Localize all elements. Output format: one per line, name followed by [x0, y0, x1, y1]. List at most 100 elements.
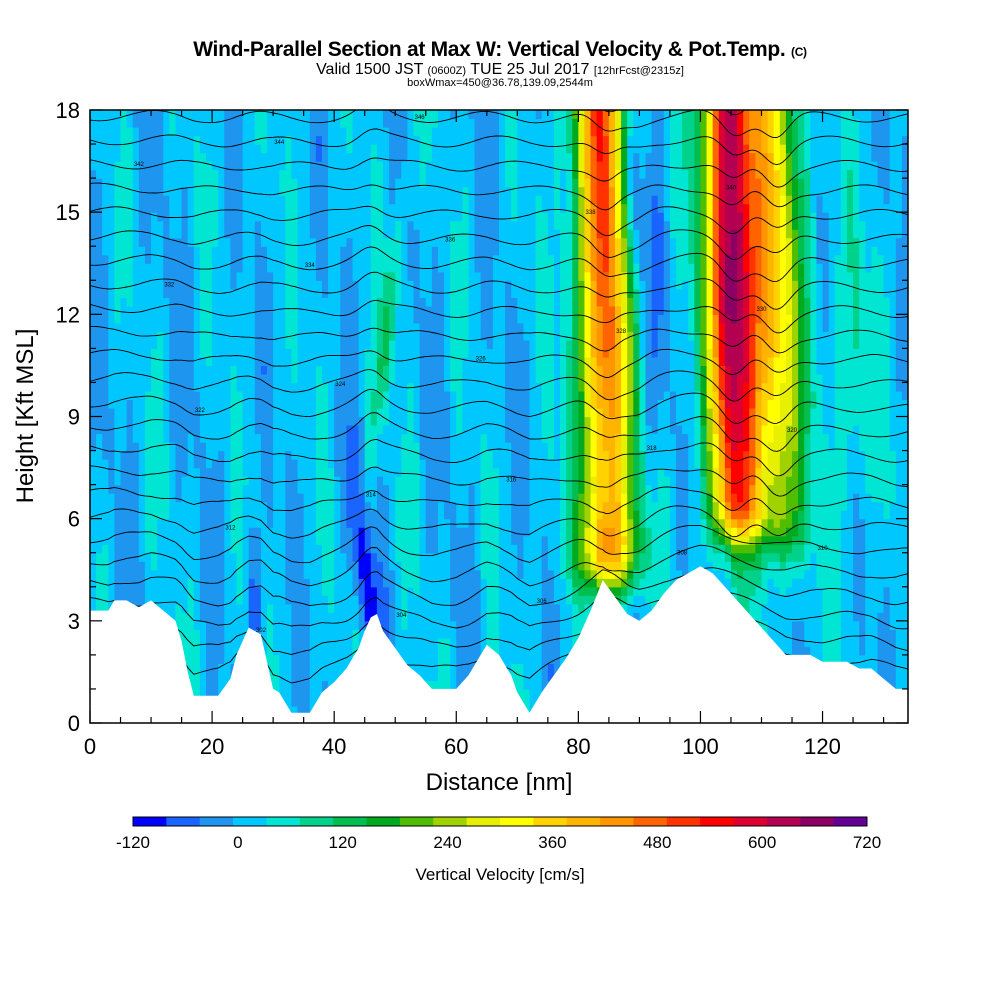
field-cell	[462, 280, 470, 290]
field-cell	[370, 552, 378, 562]
field-cell	[389, 535, 396, 545]
field-cell	[285, 144, 293, 154]
field-cell	[505, 390, 512, 401]
chart-title-text: Wind-Parallel Section at Max W: Vertical…	[193, 38, 786, 61]
field-cell	[486, 620, 494, 630]
field-cell	[205, 127, 213, 137]
field-cell	[401, 229, 409, 239]
field-cell	[328, 288, 335, 298]
field-cell	[444, 578, 451, 588]
field-cell	[309, 314, 317, 324]
field-cell	[285, 305, 293, 315]
field-cell	[248, 280, 256, 290]
field-cell	[389, 110, 396, 120]
field-cell	[132, 135, 140, 145]
field-cell	[297, 212, 305, 222]
field-cell	[499, 561, 506, 571]
field-cell	[419, 365, 427, 375]
field-cell	[285, 484, 293, 494]
field-cell	[328, 544, 335, 554]
field-cell	[419, 467, 427, 477]
field-cell	[364, 501, 372, 511]
field-cell	[132, 144, 140, 154]
field-cell	[267, 646, 274, 656]
field-cell	[315, 493, 323, 503]
field-cell	[193, 365, 201, 375]
field-cell	[285, 373, 293, 384]
field-cell	[267, 450, 274, 460]
field-cell	[114, 373, 122, 384]
field-cell	[90, 459, 97, 469]
field-cell	[407, 646, 415, 656]
field-cell	[437, 535, 445, 545]
field-cell	[193, 331, 201, 341]
field-cell	[505, 246, 512, 256]
field-cell	[413, 297, 421, 307]
field-cell	[511, 663, 518, 673]
field-cell	[437, 186, 445, 196]
field-cell	[456, 425, 463, 435]
field-cell	[218, 169, 225, 179]
field-cell	[456, 603, 463, 613]
field-cell	[273, 220, 280, 230]
field-cell	[340, 186, 347, 196]
field-cell	[297, 510, 305, 520]
field-cell	[205, 595, 213, 605]
field-cell	[169, 195, 177, 205]
field-cell	[413, 620, 421, 630]
field-cell	[144, 305, 152, 315]
field-cell	[395, 586, 402, 596]
field-cell	[144, 569, 152, 579]
field-cell	[157, 203, 164, 213]
field-cell	[126, 561, 134, 571]
field-cell	[297, 467, 305, 477]
field-cell	[132, 416, 140, 426]
field-cell	[193, 246, 201, 256]
field-cell	[431, 493, 439, 503]
field-cell	[328, 118, 335, 128]
field-cell	[236, 169, 244, 179]
field-cell	[358, 339, 366, 349]
field-cell	[468, 110, 476, 120]
field-cell	[309, 578, 317, 588]
field-cell	[352, 237, 360, 247]
field-cell	[303, 399, 311, 409]
field-cell	[291, 595, 299, 605]
field-cell	[273, 561, 280, 571]
field-cell	[163, 305, 170, 315]
field-cell	[187, 305, 195, 315]
field-cell	[169, 603, 177, 613]
field-cell	[444, 459, 451, 469]
field-cell	[328, 620, 335, 630]
field-cell	[480, 603, 488, 613]
field-cell	[499, 263, 506, 273]
field-cell	[126, 348, 134, 358]
field-cell	[157, 220, 164, 230]
field-cell	[395, 595, 402, 605]
field-cell	[205, 476, 213, 486]
field-cell	[120, 169, 128, 179]
field-cell	[181, 578, 189, 588]
field-cell	[193, 493, 201, 503]
field-cell	[187, 493, 195, 503]
field-cell	[126, 135, 134, 145]
field-cell	[437, 595, 445, 605]
field-cell	[169, 595, 177, 605]
field-cell	[212, 663, 219, 673]
field-cell	[328, 425, 335, 435]
field-cell	[90, 271, 97, 281]
field-cell	[273, 603, 280, 613]
field-cell	[492, 127, 500, 137]
field-cell	[205, 467, 213, 477]
field-cell	[285, 578, 293, 588]
field-cell	[151, 314, 158, 324]
field-cell	[114, 237, 122, 247]
field-cell	[187, 518, 195, 528]
field-cell	[254, 169, 262, 179]
field-cell	[291, 118, 299, 128]
field-cell	[205, 220, 213, 230]
field-cell	[468, 399, 476, 409]
field-cell	[279, 578, 286, 588]
field-cell	[96, 459, 103, 469]
field-cell	[260, 152, 268, 162]
